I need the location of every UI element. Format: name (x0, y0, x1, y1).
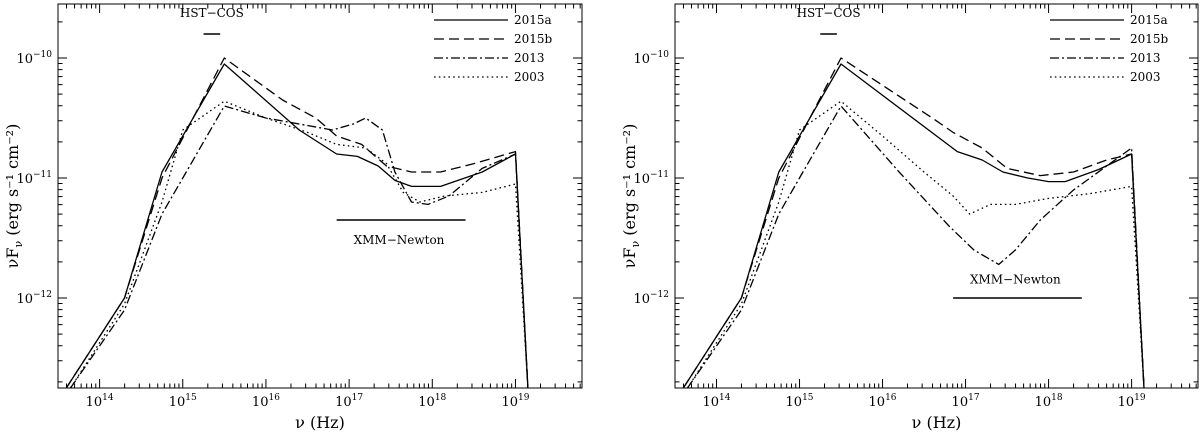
y-tick-label: 10−10 (16, 50, 52, 67)
legend-label-2015b: 2015b (1130, 32, 1169, 46)
y-tick-label: 10−12 (16, 290, 52, 307)
y-axis-title: νFν (erg s⁻¹ cm⁻²) (3, 124, 25, 269)
x-tick-label: 1017 (335, 393, 363, 410)
legend-label-2013: 2013 (514, 51, 545, 65)
x-axis-title: ν (Hz) (295, 413, 345, 432)
x-tick-label: 1015 (169, 393, 197, 410)
x-tick-label: 1016 (869, 393, 897, 410)
legend-label-2003: 2003 (1130, 70, 1161, 84)
series-line-2003 (686, 100, 1145, 388)
annotation-xmm-newton-label: XMM−Newton (970, 273, 1061, 287)
x-tick-label: 1017 (952, 393, 980, 410)
x-axis-title: ν (Hz) (912, 413, 962, 432)
x-tick-label: 1016 (252, 393, 280, 410)
legend-label-2015a: 2015a (1130, 13, 1168, 27)
legend-label-2013: 2013 (1130, 51, 1161, 65)
x-tick-label: 1014 (703, 393, 731, 410)
annotation-hst-cos-label: HST−COS (180, 6, 244, 20)
series-line-2003 (69, 100, 529, 388)
series-line-2015a (682, 63, 1145, 388)
y-axis-title: νFν (erg s⁻¹ cm⁻²) (620, 124, 642, 269)
chart-panel-right: 1014 1015 1016 1017 1018 1019 10−12 10−11 10−10 ν… (620, 3, 1199, 432)
y-tick-label: 10−11 (633, 170, 669, 187)
plot-frame (57, 3, 583, 389)
series-line-2013 (686, 105, 1145, 388)
x-tick-label: 1015 (786, 393, 814, 410)
legend-label-2015b: 2015b (514, 32, 553, 46)
x-tick-label: 1018 (418, 393, 446, 410)
y-tick-label: 10−10 (633, 50, 669, 67)
series-line-2013 (69, 105, 529, 388)
x-tick-label: 1019 (501, 393, 529, 410)
series-line-2015b (682, 57, 1145, 388)
chart-panel-left: 1014 1015 1016 1017 1018 1019 10−12 10−11 10−10 ν… (3, 3, 583, 432)
series-line-2015b (65, 57, 529, 388)
series-line-2015a (65, 63, 529, 388)
y-tick-label: 10−12 (633, 290, 669, 307)
x-tick-label: 1014 (86, 393, 114, 410)
x-tick-label: 1019 (1118, 393, 1146, 410)
annotation-hst-cos-label: HST−COS (797, 6, 861, 20)
legend-label-2003: 2003 (514, 70, 545, 84)
x-tick-label: 1018 (1035, 393, 1063, 410)
series-group (65, 57, 529, 388)
plot-frame (674, 3, 1199, 389)
annotation-xmm-newton-label: XMM−Newton (354, 233, 445, 247)
y-tick-label: 10−11 (16, 170, 52, 187)
legend-label-2015a: 2015a (514, 13, 552, 27)
series-group (682, 57, 1145, 388)
